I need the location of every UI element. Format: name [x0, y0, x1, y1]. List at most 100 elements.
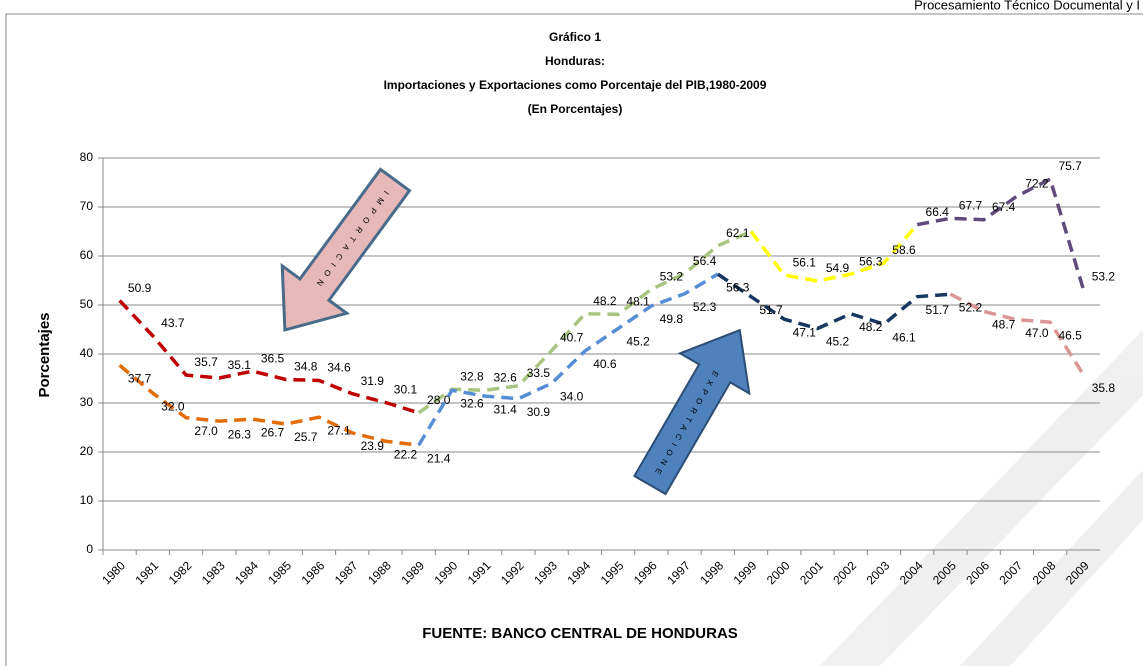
data-label: 72.2 [1025, 176, 1049, 190]
x-tick-label: 1999 [731, 558, 760, 587]
data-label: 53.2 [1092, 269, 1116, 283]
y-tick-label: 60 [80, 248, 94, 262]
x-tick-label: 1994 [564, 558, 593, 587]
data-label: 56.3 [726, 280, 750, 294]
line-segment [749, 223, 919, 283]
x-tick-label: 1997 [664, 558, 693, 587]
data-label: 43.7 [161, 316, 185, 330]
line-segment [118, 299, 420, 415]
data-label: 27.1 [327, 423, 351, 437]
data-label: 35.1 [228, 358, 252, 372]
y-tick-label: 40 [80, 346, 94, 360]
chart-title: Gráfico 1 [549, 30, 601, 44]
data-label: 48.2 [859, 320, 883, 334]
x-tick-label: 1988 [365, 558, 394, 587]
data-label: 56.1 [793, 255, 817, 269]
data-label: 27.0 [194, 424, 218, 438]
line-segment [118, 363, 419, 447]
data-label: 36.5 [261, 351, 285, 365]
y-tick-label: 70 [80, 199, 94, 213]
y-tick-label: 30 [80, 395, 94, 409]
chart-border [5, 13, 1143, 666]
data-label: 47.0 [1025, 326, 1049, 340]
data-label: 67.7 [959, 198, 983, 212]
line-segment [417, 229, 752, 415]
data-label: 34.6 [327, 361, 351, 375]
data-label: 51.7 [759, 303, 783, 317]
data-label: 52.2 [959, 300, 983, 314]
data-label: 56.3 [859, 254, 883, 268]
data-label: 30.9 [527, 405, 551, 419]
line-segment [417, 272, 719, 447]
watermark-stroke [960, 470, 1143, 666]
x-tick-label: 1987 [332, 558, 361, 587]
data-label: 21.4 [427, 451, 451, 465]
arrow-shape [633, 328, 751, 496]
data-label: 47.1 [793, 325, 817, 339]
data-label: 45.2 [626, 335, 650, 349]
x-tick-label: 1992 [498, 558, 527, 587]
data-label: 62.1 [726, 226, 750, 240]
x-tick-label: 1989 [398, 558, 427, 587]
y-axis-label: Porcentajes [36, 312, 53, 397]
data-label: 48.7 [992, 318, 1016, 332]
data-label: 32.0 [161, 399, 185, 413]
x-tick-label: 1985 [265, 558, 294, 587]
data-label: 48.2 [593, 294, 617, 308]
data-label: 22.2 [394, 447, 418, 461]
x-tick-label: 1990 [432, 558, 461, 587]
grid [98, 157, 1100, 555]
data-label: 46.5 [1058, 328, 1082, 342]
data-label: 75.7 [1058, 159, 1082, 173]
y-tick-label: 20 [80, 444, 94, 458]
x-tick-label: 1980 [99, 558, 128, 587]
arrow-shape [280, 167, 412, 332]
data-label: 56.4 [693, 254, 717, 268]
x-tick-label: 1991 [465, 558, 494, 587]
data-label: 35.8 [1092, 381, 1116, 395]
line-segment [949, 292, 1085, 376]
data-label: 53.2 [660, 269, 684, 283]
chart-title: Importaciones y Exportaciones como Porce… [384, 78, 767, 92]
data-label: 34.0 [560, 390, 584, 404]
x-tick-label: 1996 [631, 558, 660, 587]
x-tick-label: 1986 [299, 558, 328, 587]
data-label: 32.8 [460, 369, 484, 383]
import-arrow: IMPORTACION [280, 167, 412, 332]
data-label: 51.7 [926, 303, 950, 317]
data-label: 40.6 [593, 357, 617, 371]
x-tick-label: 2007 [996, 558, 1025, 587]
page-header: Procesamiento Técnico Documental y I [914, 0, 1140, 12]
y-tick-label: 0 [86, 542, 93, 556]
source-note: FUENTE: BANCO CENTRAL DE HONDURAS [422, 625, 738, 642]
data-label: 45.2 [826, 335, 850, 349]
x-tick-label: 1983 [199, 558, 228, 587]
x-tick-label: 1993 [531, 558, 560, 587]
data-label: 58.6 [892, 243, 916, 257]
line-segment [916, 176, 1086, 290]
data-label: 66.4 [926, 205, 950, 219]
watermark-stroke [820, 330, 1143, 666]
x-tick-label: 2002 [830, 558, 859, 587]
line-segment [716, 272, 951, 331]
data-label: 30.1 [394, 383, 418, 397]
data-label: 46.1 [892, 330, 916, 344]
data-label: 34.8 [294, 360, 318, 374]
data-label: 35.7 [194, 355, 218, 369]
data-label: 32.6 [494, 370, 518, 384]
annotation: EXPORTACIONE [651, 369, 720, 480]
data-label: 23.9 [361, 439, 385, 453]
data-label: 67.4 [992, 200, 1016, 214]
x-tick-label: 1982 [166, 558, 195, 587]
data-label: 25.7 [294, 430, 318, 444]
x-tick-label: 1995 [598, 558, 627, 587]
data-label: 31.4 [494, 402, 518, 416]
x-tick-label: 2000 [764, 558, 793, 587]
chart-title: (En Porcentajes) [528, 102, 623, 116]
x-tick-label: 1984 [232, 558, 261, 587]
y-tick-label: 80 [80, 150, 94, 164]
data-label: 26.3 [228, 427, 252, 441]
data-label: 54.9 [826, 261, 850, 275]
